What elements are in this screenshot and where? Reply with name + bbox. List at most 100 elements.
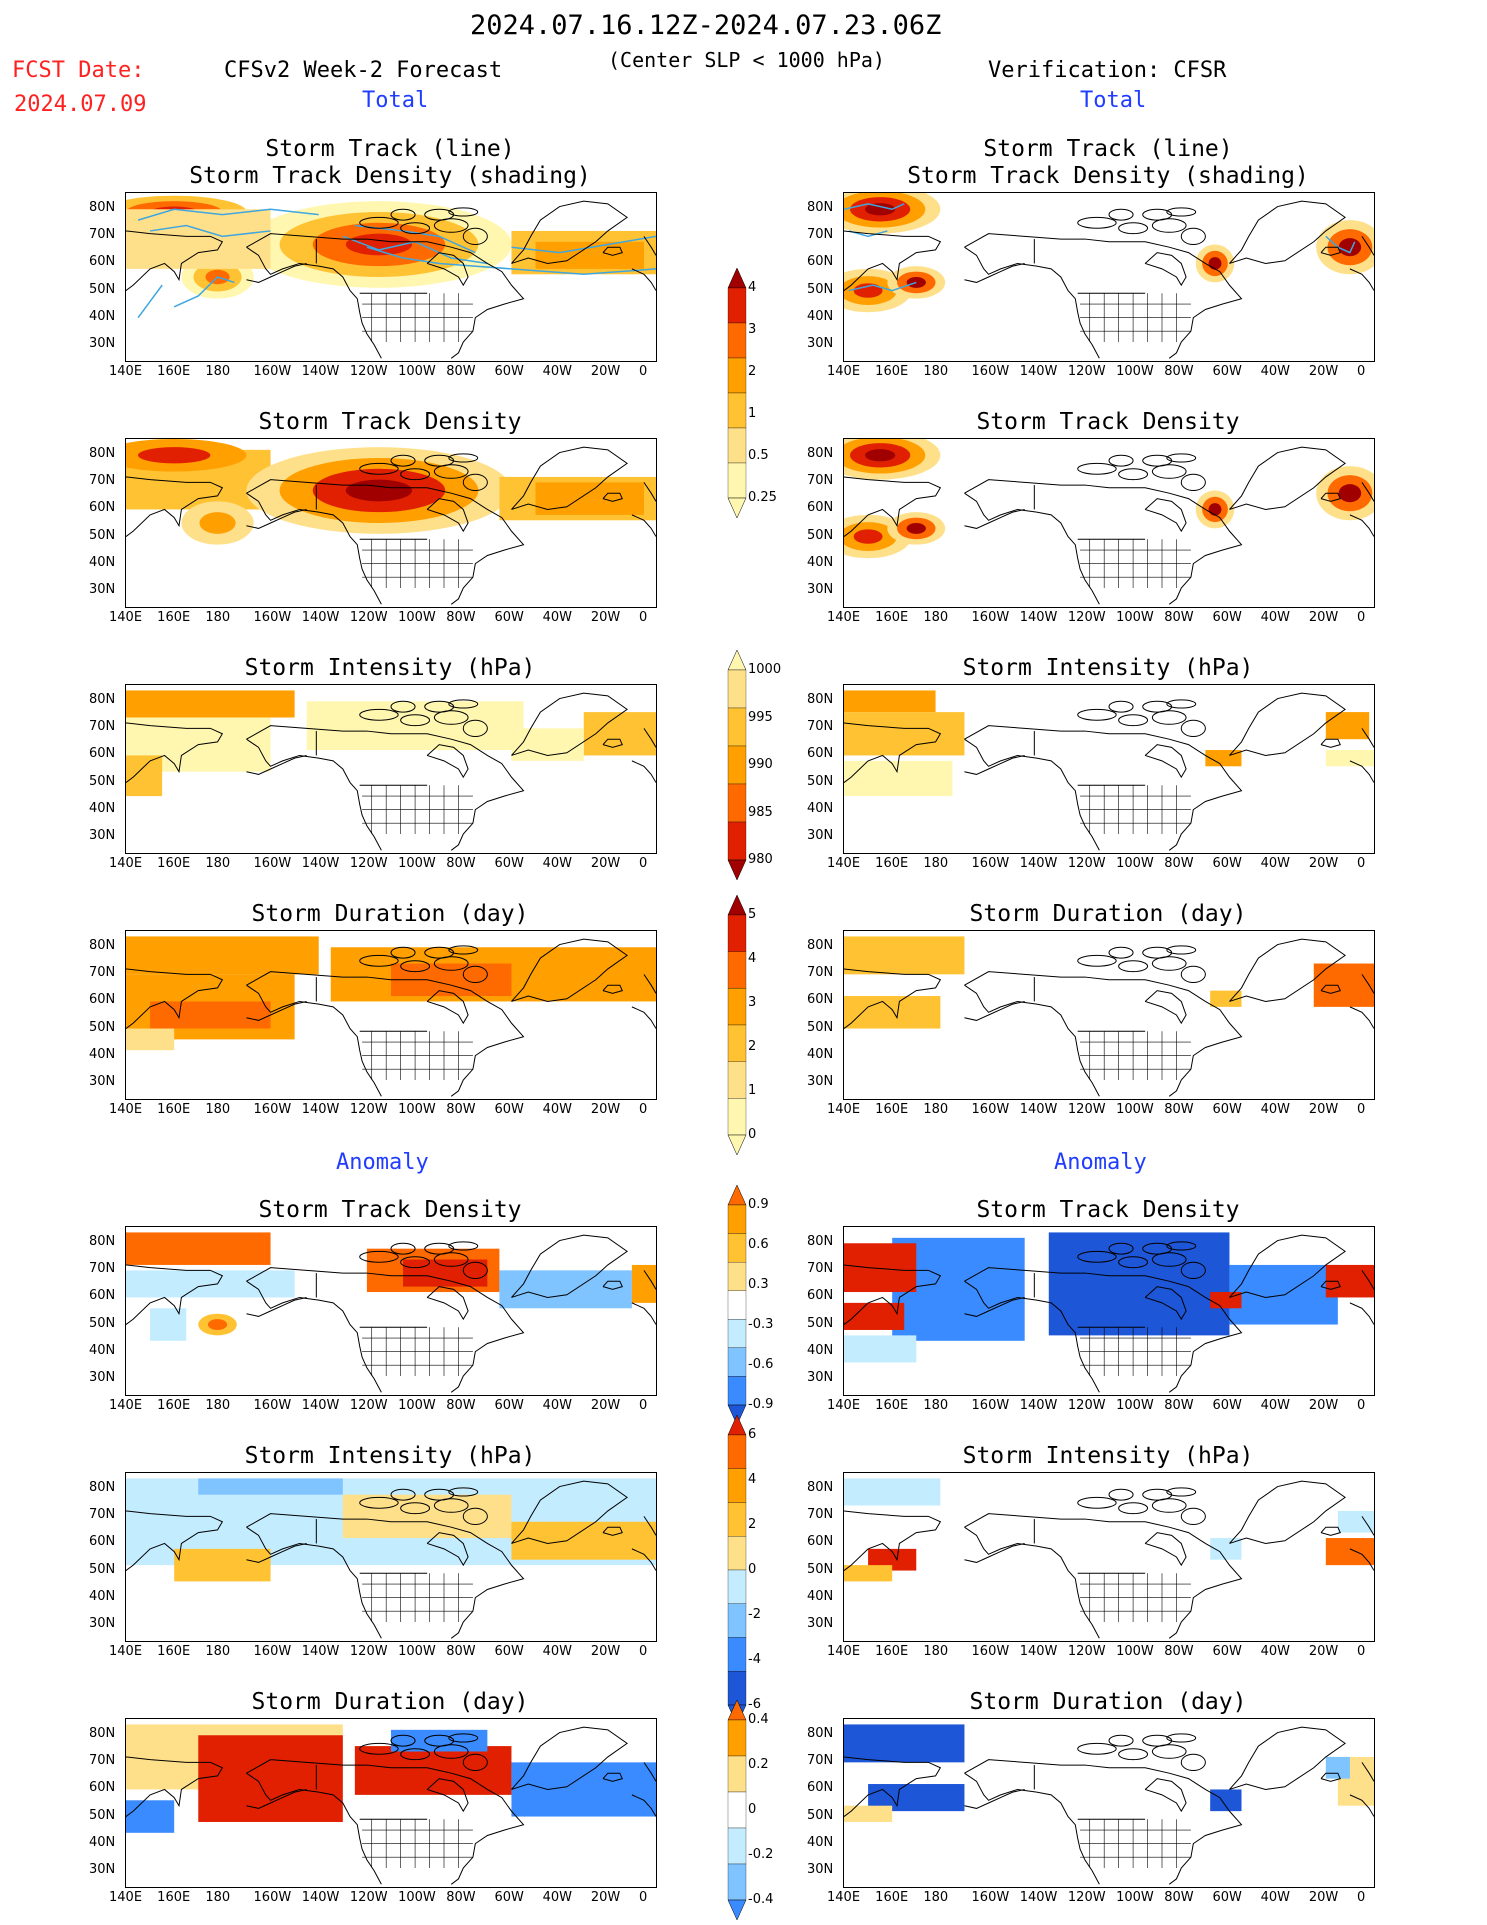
- map-panel: [843, 1226, 1375, 1396]
- x-tick-label: 100W: [1116, 1890, 1154, 1905]
- panel-title: Storm Intensity (hPa): [843, 1443, 1373, 1470]
- coastline: [511, 692, 628, 756]
- island-outline: [1077, 708, 1117, 721]
- map-panel: [843, 684, 1375, 854]
- y-tick-label: 70N: [807, 227, 834, 243]
- coastline: [426, 990, 469, 1025]
- y-tick-label: 80N: [89, 446, 116, 462]
- x-tick-label: 160W: [253, 1644, 292, 1659]
- coastline: [964, 1759, 1243, 1885]
- island-outline: [1151, 1252, 1187, 1267]
- x-tick-label: 0: [639, 856, 648, 871]
- island-outline: [1108, 1242, 1134, 1255]
- x-tick-label: 160W: [971, 1102, 1010, 1117]
- x-tick-label: 180: [205, 1102, 231, 1117]
- x-tick-label: 160W: [253, 610, 292, 625]
- coastline: [246, 1526, 382, 1639]
- coastline: [1349, 514, 1374, 537]
- x-tick-label: 100W: [398, 856, 436, 871]
- x-tick-label: 180: [923, 610, 949, 625]
- storm-track-line: [511, 235, 656, 254]
- x-tick-label: 160E: [157, 856, 191, 871]
- island-outline: [448, 453, 479, 463]
- x-tick-label: 20W: [1308, 1890, 1339, 1905]
- x-tick-label: 20W: [1308, 856, 1339, 871]
- island-outline: [1151, 956, 1187, 971]
- density-blob: [906, 523, 926, 534]
- storm-track-line: [848, 230, 888, 238]
- x-tick-label: 120W: [1067, 1890, 1106, 1905]
- x-tick-label: 0: [639, 610, 648, 625]
- coastline: [246, 233, 525, 359]
- y-tick-label: 80N: [89, 1480, 116, 1496]
- x-tick-label: 140E: [109, 610, 143, 625]
- x-tick-label: 20W: [1308, 1398, 1339, 1413]
- colorbar-segment: [727, 1827, 747, 1865]
- y-tick-label: 80N: [807, 692, 834, 708]
- anomaly-cell: [844, 1335, 917, 1363]
- x-tick-label: 20W: [590, 856, 621, 871]
- x-tick-label: 40W: [1260, 1102, 1291, 1117]
- coastline: [602, 246, 623, 256]
- coastline: [1144, 498, 1187, 533]
- colorbar-segment: [727, 1791, 747, 1829]
- y-tick-label: 50N: [807, 773, 834, 789]
- duration-cell: [844, 996, 941, 1029]
- anomaly-cell: [868, 1548, 917, 1571]
- colorbar-segment: [727, 951, 747, 989]
- x-tick-label: 140W: [1019, 856, 1058, 871]
- x-tick-label: 140E: [827, 1398, 861, 1413]
- colorbar-segment: [727, 1261, 747, 1291]
- panel-title: Storm Track (line) Storm Track Density (s…: [125, 136, 655, 190]
- anomaly-cell: [844, 1302, 905, 1330]
- y-tick-label: 60N: [807, 1288, 834, 1304]
- colorbar-tick-label: -0.9: [748, 1397, 774, 1412]
- duration-cell: [1313, 963, 1374, 1007]
- x-tick-label: 40W: [1260, 1644, 1291, 1659]
- colorbar-graphic: [727, 1414, 747, 1726]
- colorbar-cap: [727, 1899, 747, 1921]
- x-tick-label: 20W: [590, 1890, 621, 1905]
- x-tick-label: 180: [923, 1890, 949, 1905]
- y-tick-label: 60N: [89, 1288, 116, 1304]
- colorbar-segment: [727, 357, 747, 394]
- coastline: [1361, 236, 1374, 256]
- coastline-layer: [126, 200, 656, 359]
- y-tick-label: 80N: [89, 938, 116, 954]
- x-tick-label: 140E: [109, 1890, 143, 1905]
- colorbar-tick-label: 0.6: [748, 1237, 769, 1252]
- total-label-right: Total: [1080, 88, 1147, 113]
- island-outline: [400, 714, 431, 727]
- island-outline: [462, 1261, 488, 1279]
- x-tick-label: 180: [923, 1644, 949, 1659]
- island-outline: [1166, 1733, 1197, 1743]
- forecast-column-title: CFSv2 Week-2 Forecast: [224, 58, 503, 83]
- anomaly-cell: [126, 1800, 175, 1833]
- x-tick-label: 40W: [542, 856, 573, 871]
- coastline: [1320, 738, 1341, 748]
- colorbar-segment: [727, 462, 747, 499]
- anomaly-cell: [511, 1521, 656, 1560]
- island-outline: [1077, 1250, 1117, 1263]
- x-tick-label: 80W: [1164, 856, 1194, 871]
- y-tick-label: 70N: [89, 227, 116, 243]
- coastline: [1144, 744, 1187, 779]
- x-tick-label: 140W: [301, 1890, 340, 1905]
- island-outline: [390, 454, 416, 467]
- x-tick-label: 20W: [590, 610, 621, 625]
- coastline: [126, 968, 224, 1029]
- y-tick-label: 40N: [89, 1046, 116, 1062]
- colorbar-segment: [727, 1061, 747, 1099]
- island-outline: [448, 1241, 479, 1251]
- coastline: [246, 725, 525, 851]
- map-panel: [843, 438, 1375, 608]
- x-tick-label: 160W: [971, 856, 1010, 871]
- x-tick-label: 180: [205, 1398, 231, 1413]
- colorbar-segment: [727, 1755, 747, 1793]
- panel-title-line: Storm Intensity (hPa): [244, 1443, 536, 1469]
- map-canvas: [126, 1478, 656, 1639]
- coastline: [246, 262, 307, 283]
- colorbar-graphic: [727, 1184, 747, 1426]
- coastline: [246, 984, 382, 1097]
- y-tick-label: 50N: [807, 1561, 834, 1577]
